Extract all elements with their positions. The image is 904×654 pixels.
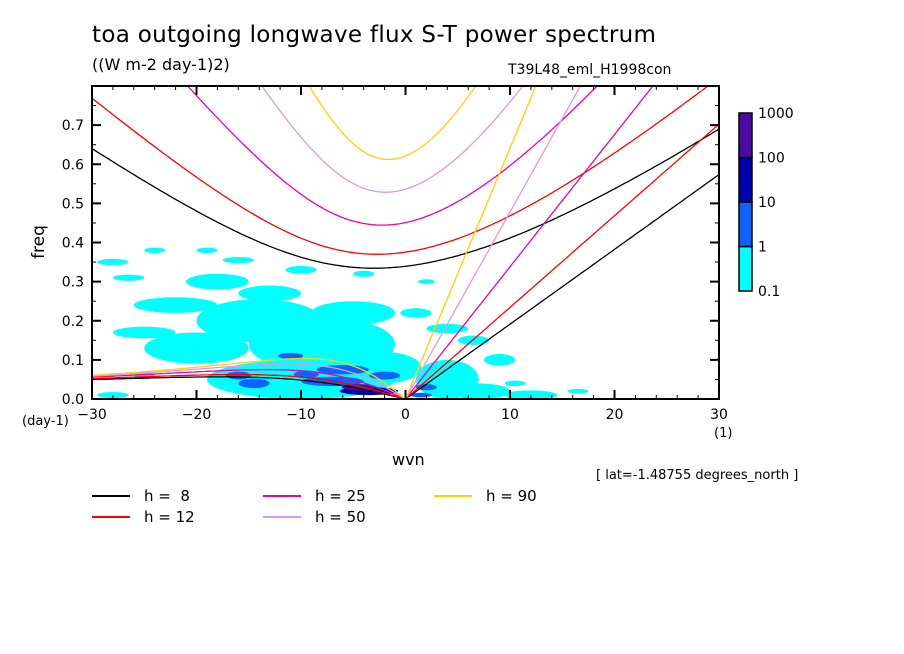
y-tick-label: 0.7	[62, 118, 84, 134]
rossby-curve	[92, 357, 404, 398]
ig-curve	[92, 128, 719, 269]
chart-units-subtitle: ((W m-2 day-1)2)	[92, 55, 230, 74]
contour-patch	[567, 388, 589, 394]
contour-patch	[457, 335, 490, 346]
y-tick-label: 0.6	[62, 157, 84, 173]
dispersion-curve-h8	[92, 128, 719, 399]
contour-patch	[353, 270, 375, 277]
rossby-curve	[92, 373, 404, 399]
dispersion-curve-layer	[92, 86, 719, 399]
contour-patch	[426, 323, 469, 334]
contour-patch	[447, 383, 510, 399]
contour-patch	[112, 274, 145, 281]
axis-tick-labels: −30 −20 −10 0 10 20 30 0.0 0.1 0.2 0.3 0.4 0.5 0.6 0.7	[62, 118, 728, 423]
contour-patch	[186, 273, 249, 290]
y-tick-label: 0.1	[62, 353, 84, 369]
colorbar-swatch	[738, 201, 753, 248]
legend-label: h = 12	[144, 508, 195, 526]
legend-item: h = 8	[92, 487, 190, 505]
contour-patch	[222, 256, 254, 264]
contour-patch	[400, 308, 432, 318]
x-axis-label: wvn	[392, 450, 425, 469]
legend-swatch	[263, 516, 301, 518]
colorbar: 0.1 1 10 100 1000	[738, 106, 794, 300]
x-tick-label: 20	[606, 407, 624, 423]
contour-patch	[285, 265, 317, 274]
x-tick-label: 30	[710, 407, 728, 423]
contour-patch	[348, 352, 422, 384]
dispersion-curve-h12	[92, 86, 719, 399]
legend-item: h = 12	[92, 508, 195, 526]
contour-patch	[238, 285, 301, 302]
ig-curve	[92, 86, 709, 255]
x-axis-units: (1)	[714, 426, 733, 441]
x-tick-label: −20	[182, 407, 212, 423]
contour-patch	[278, 352, 304, 360]
ig-curve	[261, 86, 524, 193]
rossby-curve	[92, 368, 404, 399]
legend-swatch	[263, 495, 301, 497]
colorbar-label: 1	[758, 240, 767, 256]
contour-patch	[504, 380, 526, 387]
legend-item: h = 25	[263, 487, 366, 505]
contour-patch	[504, 390, 558, 399]
colorbar-label: 100	[758, 151, 785, 167]
legend-label: h = 25	[315, 487, 366, 505]
legend-item: h = 90	[434, 487, 537, 505]
ig-curve	[308, 86, 477, 161]
legend-label: h = 50	[315, 508, 366, 526]
kelvin-curve	[404, 86, 537, 399]
ig-curve	[186, 86, 599, 226]
x-tick-label: −30	[77, 407, 107, 423]
colorbar-label: 1000	[758, 106, 794, 122]
colorbar-label: 10	[758, 195, 776, 211]
y-tick-label: 0.2	[62, 314, 84, 330]
run-id-label: T39L48_eml_H1998con	[508, 62, 672, 78]
dispersion-curve-h90	[92, 86, 537, 399]
kelvin-curve	[405, 174, 719, 399]
contour-patch	[311, 301, 396, 325]
y-tick-label: 0.3	[62, 275, 84, 291]
y-axis-units: (day-1)	[22, 414, 69, 429]
legend-swatch	[92, 516, 130, 518]
rossby-curve	[92, 376, 404, 399]
kelvin-curve	[405, 123, 719, 399]
y-tick-label: 0.0	[62, 392, 84, 408]
legend-swatch	[92, 495, 130, 497]
contour-patch	[418, 279, 435, 284]
colorbar-swatch	[738, 112, 753, 159]
contour-patch	[238, 378, 270, 389]
contour-patch	[112, 326, 176, 339]
x-tick-label: 0	[401, 407, 410, 423]
colorbar-swatch	[738, 245, 753, 292]
contour-patch	[196, 247, 218, 254]
x-tick-label: −10	[286, 407, 316, 423]
legend-label: h = 8	[144, 487, 190, 505]
contour-patch	[144, 332, 249, 364]
legend-label: h = 90	[486, 487, 537, 505]
dispersion-curve-h50	[92, 86, 582, 399]
kelvin-curve	[404, 86, 654, 399]
chart-title: toa outgoing longwave flux S-T power spe…	[92, 22, 657, 48]
rossby-curve	[92, 363, 404, 398]
contour-patch	[483, 354, 516, 366]
dispersion-curve-h25	[92, 86, 654, 399]
kelvin-curve	[404, 86, 582, 399]
contour-patch	[225, 371, 251, 380]
contour-patch	[144, 247, 166, 254]
x-tick-label: 10	[501, 407, 519, 423]
contour-patch	[133, 297, 218, 313]
colorbar-swatch	[738, 156, 753, 203]
colorbar-label: 0.1	[758, 284, 780, 300]
contour-patch	[97, 258, 129, 266]
legend-swatch	[434, 495, 472, 497]
contour-patch	[196, 299, 322, 343]
y-tick-label: 0.5	[62, 196, 84, 212]
y-tick-label: 0.4	[62, 236, 84, 252]
latitude-annotation: [ lat=-1.48755 degrees_north ]	[596, 468, 799, 483]
legend-item: h = 50	[263, 508, 366, 526]
axis-ticks	[91, 85, 720, 400]
